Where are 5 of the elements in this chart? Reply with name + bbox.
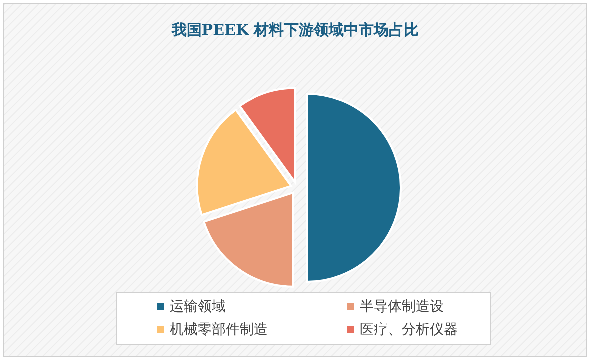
legend-label: 运输领域	[170, 299, 226, 315]
legend-label: 半导体制造设	[360, 299, 444, 315]
chart-title: 我国PEEK 材料下游领域中市场占比	[170, 21, 420, 39]
legend-label: 机械零部件制造	[170, 322, 268, 338]
legend-label: 医疗、分析仪器	[360, 322, 458, 338]
